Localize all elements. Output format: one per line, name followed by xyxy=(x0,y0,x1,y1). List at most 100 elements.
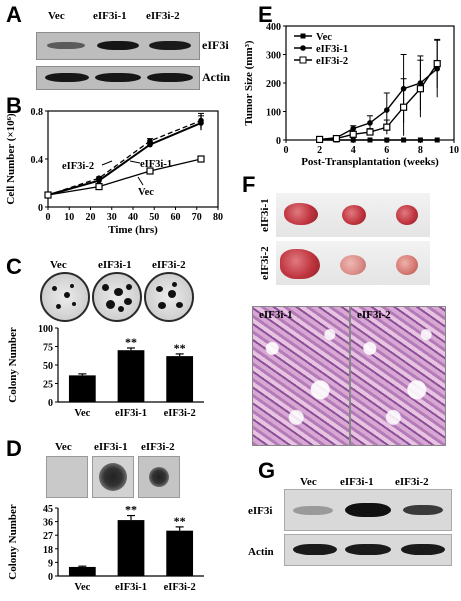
panel-label-e: E xyxy=(258,2,273,27)
panel-a-lane-label: Vec xyxy=(48,10,65,22)
x-tick-label: 60 xyxy=(171,212,181,223)
histology-eif3i-2: eIF3i-2 xyxy=(350,306,446,446)
panel-g-row-label: eIF3i xyxy=(248,505,273,517)
series-line-eif3i-1 xyxy=(319,68,438,141)
panel-d-dish-label: eIF3i-1 xyxy=(94,441,128,453)
data-point xyxy=(350,137,356,143)
x-tick-label: eIF3i-2 xyxy=(164,408,196,419)
x-tick-label: eIF3i-1 xyxy=(115,408,147,419)
tumor-photo-eif3i-2 xyxy=(276,241,430,285)
data-point xyxy=(401,137,407,143)
significance-marker: ** xyxy=(125,503,137,517)
data-point xyxy=(198,120,204,126)
data-point xyxy=(383,123,391,131)
y-tick-label: 300 xyxy=(266,51,281,62)
y-tick-label: 0 xyxy=(38,203,43,214)
bar-eif3i-2 xyxy=(166,356,194,402)
y-axis-label: Colony Number xyxy=(7,504,19,580)
panel-g-row-label: Actin xyxy=(248,546,274,558)
label-arrow xyxy=(137,176,144,186)
bar-eif3i-1 xyxy=(117,350,145,402)
y-axis-label: Tumor Size (mm³) xyxy=(243,40,255,126)
panel-a-lane-label: eIF3i-1 xyxy=(93,10,127,22)
y-tick-label: 36 xyxy=(43,518,53,529)
y-tick-label: 0.4 xyxy=(31,155,44,166)
y-tick-label: 75 xyxy=(43,343,53,354)
data-point xyxy=(433,60,441,68)
plot-frame xyxy=(47,110,219,208)
bar-vec xyxy=(68,566,96,576)
legend-entry: eIF3i-1 xyxy=(316,44,348,55)
data-point xyxy=(416,85,424,93)
x-tick-label: 50 xyxy=(149,212,159,223)
data-point xyxy=(44,191,52,199)
bar-eif3i-1 xyxy=(117,520,145,576)
histology-label: eIF3i-1 xyxy=(259,309,293,321)
legend-marker xyxy=(299,56,307,64)
panel-c-dish-label: eIF3i-2 xyxy=(152,259,186,271)
panel-c-dish-eif3i-2 xyxy=(144,272,194,322)
cell-growth-chart: 0 10 20 30 40 50 60 70 80 0 0.4 0.8 Time (hrs) Cell N… xyxy=(5,107,223,236)
legend-entry: eIF3i-2 xyxy=(316,56,348,67)
panel-a-row-label: Actin xyxy=(202,70,230,84)
data-point xyxy=(400,103,408,111)
data-point xyxy=(332,134,341,143)
y-tick-label: 0.8 xyxy=(31,107,44,118)
y-tick-label: 45 xyxy=(43,504,53,515)
y-tick-label: 200 xyxy=(266,79,281,90)
data-point xyxy=(146,167,154,175)
panel-a-blot-actin xyxy=(36,66,200,90)
panel-label-g: G xyxy=(258,458,276,483)
data-point xyxy=(349,130,357,138)
data-point xyxy=(95,182,103,191)
y-tick-label: 100 xyxy=(266,108,281,119)
histology-label: eIF3i-2 xyxy=(357,309,391,321)
x-tick-label: 40 xyxy=(128,212,138,223)
x-tick-label: 20 xyxy=(86,212,96,223)
x-axis-label: Post-Transplantation (weeks) xyxy=(301,156,439,168)
x-tick-label: 8 xyxy=(418,145,423,156)
panel-f-row-label: eIF3i-2 xyxy=(259,246,271,280)
bar-eif3i-2 xyxy=(166,530,194,576)
x-tick-label: 80 xyxy=(213,212,223,223)
series-line-eif3i-1 xyxy=(47,122,202,196)
panel-g-lane-label: Vec xyxy=(300,476,317,488)
x-tick-label: 0 xyxy=(284,145,289,156)
data-point xyxy=(417,137,423,143)
panel-label-b: B xyxy=(6,93,22,118)
data-point xyxy=(434,137,440,143)
significance-marker: ** xyxy=(174,341,186,355)
legend-entry: Vec xyxy=(316,32,332,43)
panel-label-c: C xyxy=(6,254,22,279)
panel-d-soft-agar-eif3i-1 xyxy=(92,456,134,498)
x-tick-label: 6 xyxy=(384,145,389,156)
tumor-photo-eif3i-1 xyxy=(276,193,430,237)
series-line-vec xyxy=(47,158,202,196)
panel-label-f: F xyxy=(242,172,256,197)
bar-vec xyxy=(68,375,96,402)
panel-d-soft-agar-eif3i-2 xyxy=(138,456,180,498)
series-line-eif3i-2 xyxy=(47,119,202,196)
y-tick-label: 0 xyxy=(276,136,281,147)
panel-g-blot-actin xyxy=(284,534,452,566)
panel-g-lane-label: eIF3i-1 xyxy=(340,476,374,488)
panel-label-a: A xyxy=(6,2,22,27)
series-label-eif3i-2: eIF3i-2 xyxy=(62,161,94,172)
legend-marker xyxy=(300,45,306,51)
data-point xyxy=(384,137,390,143)
x-tick-label: 10 xyxy=(449,145,459,156)
panel-a-blot-eif3i xyxy=(36,32,200,60)
panel-c-dish-label: Vec xyxy=(50,259,67,271)
data-point xyxy=(366,128,374,136)
y-tick-label: 18 xyxy=(43,545,53,556)
significance-marker: ** xyxy=(174,514,186,528)
x-tick-label: 10 xyxy=(64,212,74,223)
data-point xyxy=(367,120,373,126)
data-point xyxy=(96,177,102,184)
data-point xyxy=(315,135,324,144)
x-tick-label: eIF3i-1 xyxy=(115,582,147,593)
panel-c-dish-eif3i-1 xyxy=(92,272,142,322)
x-tick-label: 4 xyxy=(351,145,356,156)
panel-d-soft-agar-vec xyxy=(46,456,88,498)
x-tick-label: 30 xyxy=(107,212,117,223)
